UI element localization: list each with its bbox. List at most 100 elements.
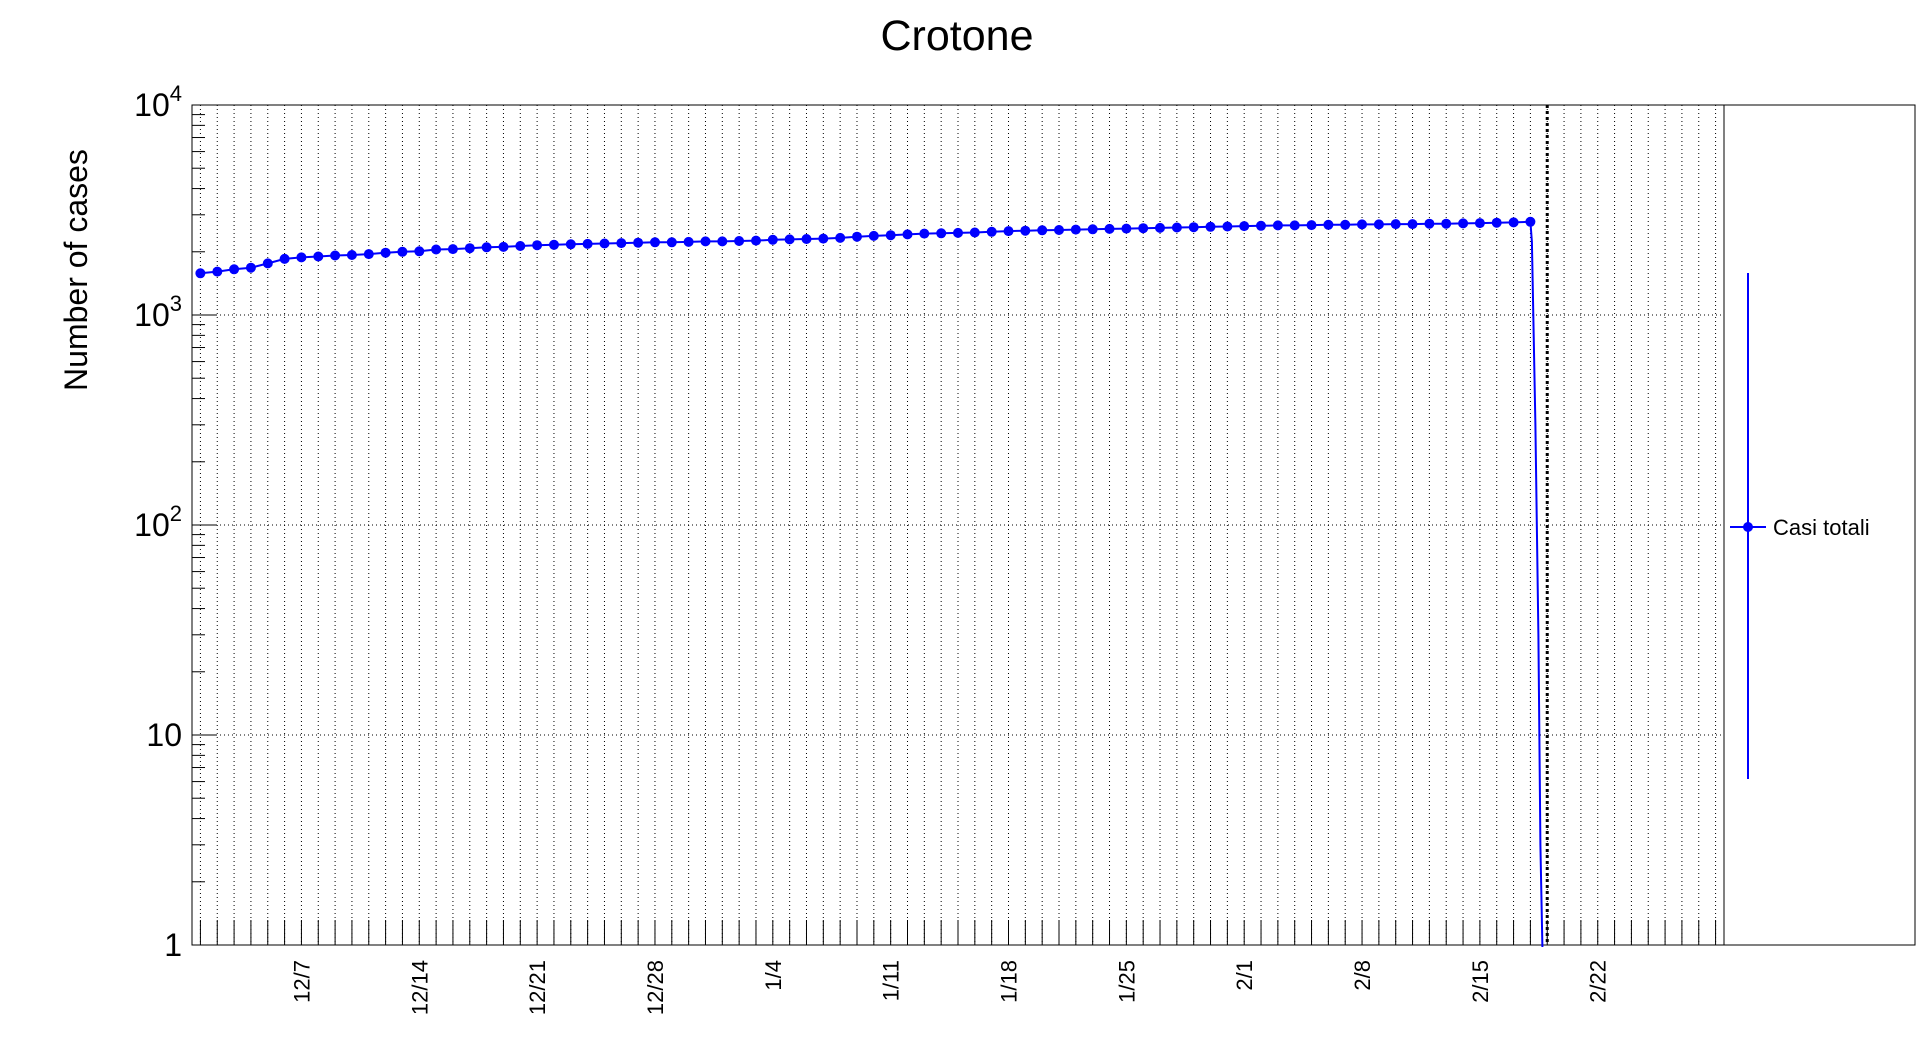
data-point — [1272, 220, 1283, 231]
data-point — [599, 238, 610, 249]
data-point — [1407, 219, 1418, 230]
data-point — [1458, 218, 1469, 229]
data-point — [633, 237, 644, 248]
data-point — [313, 251, 324, 262]
data-point — [784, 234, 795, 245]
x-tick-label: 2/22 — [1586, 960, 1611, 1003]
data-point — [414, 246, 425, 257]
data-point — [1155, 222, 1165, 233]
data-point — [447, 244, 458, 255]
data-point — [431, 244, 442, 255]
data-point — [1054, 225, 1064, 235]
data-point — [1188, 222, 1199, 233]
data-point — [1070, 224, 1081, 235]
x-tick-label: 1/25 — [1114, 960, 1139, 1003]
data-point — [868, 230, 879, 241]
data-point — [346, 250, 357, 260]
data-point — [565, 239, 576, 250]
data-point — [1289, 220, 1300, 231]
data-point — [1340, 219, 1351, 230]
series-dropoff — [1529, 221, 1544, 948]
data-point — [515, 241, 526, 251]
data-point — [1525, 216, 1536, 227]
data-point — [1087, 224, 1098, 235]
data-point — [245, 262, 256, 273]
data-point — [212, 266, 223, 277]
y-tick-label: 10 — [146, 717, 182, 753]
data-point — [397, 246, 408, 257]
data-point — [1138, 223, 1149, 234]
data-point — [1222, 221, 1233, 232]
y-tick-label: 1 — [164, 927, 182, 963]
data-point — [1441, 218, 1452, 229]
legend-marker — [1743, 522, 1753, 532]
data-point — [195, 268, 206, 279]
data-point — [1205, 221, 1216, 232]
data-point — [498, 241, 509, 252]
data-point — [1491, 217, 1502, 228]
data-point — [279, 253, 290, 264]
data-point — [582, 238, 593, 249]
data-point — [1003, 226, 1014, 237]
x-tick-label: 1/11 — [879, 960, 904, 1001]
data-point — [1323, 219, 1334, 230]
data-point — [330, 250, 341, 261]
legend-label: Casi totali — [1773, 515, 1870, 540]
y-tick-label: 102 — [134, 501, 182, 543]
data-point — [683, 236, 694, 247]
data-point — [296, 252, 307, 263]
data-point — [1306, 220, 1317, 231]
data-point — [885, 230, 896, 241]
data-point — [835, 232, 846, 243]
data-point — [229, 264, 240, 275]
axes — [191, 104, 1916, 946]
y-tick-label: 103 — [134, 291, 182, 333]
data-point — [902, 229, 913, 240]
data-point — [717, 236, 728, 247]
x-tick-label: 12/14 — [407, 960, 432, 1015]
data-point — [262, 258, 273, 269]
data-point — [650, 237, 660, 248]
y-tick-exponent: 4 — [170, 81, 182, 106]
y-tick-label: 104 — [134, 81, 182, 123]
y-tick-base: 10 — [134, 297, 170, 333]
data-point — [1020, 225, 1031, 236]
data-point — [1424, 218, 1435, 229]
legend: Casi totali — [1730, 273, 1870, 779]
data-point — [1390, 219, 1401, 230]
data-point — [464, 243, 475, 254]
data-point — [1037, 225, 1048, 236]
data-point — [953, 227, 963, 238]
x-tick-label: 2/8 — [1350, 960, 1375, 991]
data-point — [532, 240, 543, 251]
y-tick-base: 10 — [134, 87, 170, 123]
x-tick-labels: 12/7 12/14 12/21 12/28 1/4 1/11 1/18 1/25 2/1 2/8… — [289, 960, 1610, 1015]
data-point — [801, 234, 812, 244]
data-point — [734, 236, 745, 246]
legend-frame — [1723, 104, 1916, 946]
data-point — [1121, 223, 1132, 234]
x-tick-label: 12/28 — [643, 960, 668, 1015]
data-point — [363, 249, 374, 260]
x-tick-label: 2/15 — [1468, 960, 1493, 1003]
data-point — [700, 236, 711, 247]
data-point — [1171, 222, 1182, 233]
y-tick-base: 10 — [134, 507, 170, 543]
data-point — [1239, 221, 1250, 232]
data-point — [1256, 220, 1266, 231]
x-tick-label: 1/4 — [761, 960, 786, 991]
data-point — [919, 228, 930, 239]
series — [195, 105, 1549, 948]
data-point — [481, 242, 492, 253]
data-point — [1373, 219, 1384, 230]
x-tick-label: 12/21 — [525, 960, 550, 1015]
data-point — [1474, 218, 1485, 229]
data-point — [616, 238, 627, 249]
y-axis-label: Number of cases — [58, 149, 94, 391]
data-point — [549, 239, 559, 250]
data-point — [1357, 219, 1367, 230]
data-point — [986, 226, 997, 237]
y-tick-exponent: 3 — [170, 291, 182, 316]
